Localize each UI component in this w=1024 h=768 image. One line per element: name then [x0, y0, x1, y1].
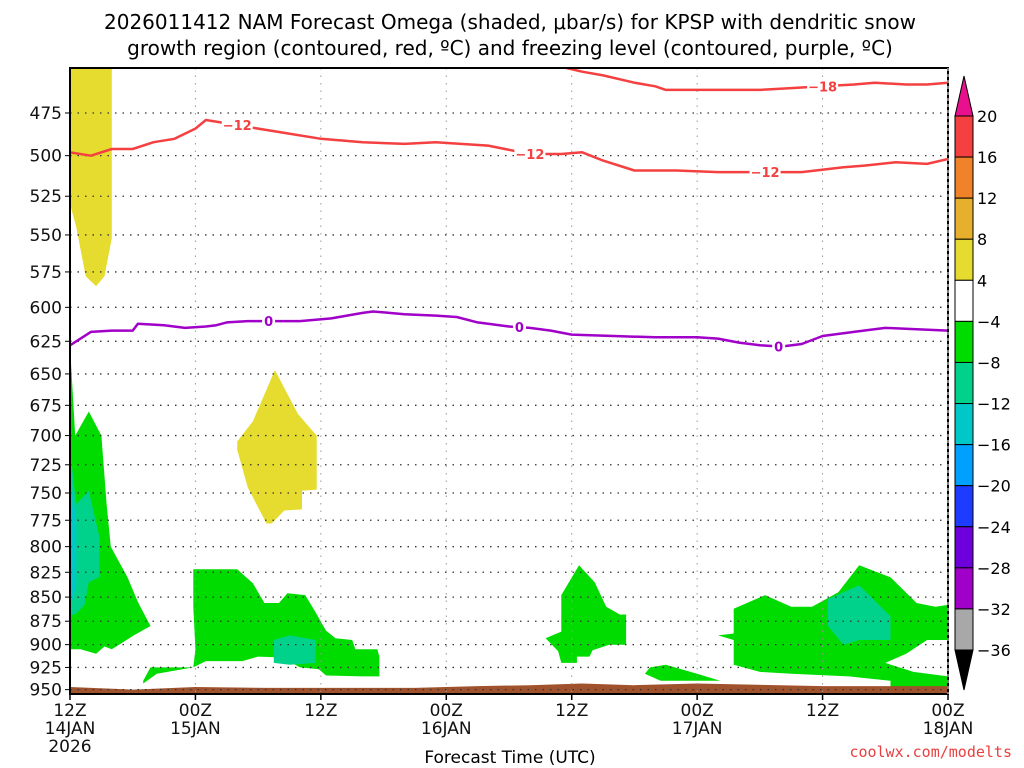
y-axis-labels: 475 500 525 550 575 600 625 650 675 700 725 750 775 8… — [30, 104, 70, 701]
colorbar-label: −4 — [977, 312, 1001, 331]
colorbar-label: −36 — [977, 641, 1011, 660]
credit-link[interactable]: coolwx.com/modelts — [849, 743, 1012, 761]
colorbar-bin — [954, 403, 974, 446]
shaded-region-teal-15jan — [273, 635, 316, 665]
x-tick-label: 16JAN — [421, 719, 472, 739]
contour-label-bg — [749, 164, 781, 181]
x-tick-label: 12Z — [304, 701, 337, 721]
chart-title-line2: growth region (contoured, red, ºC) and f… — [127, 36, 893, 60]
y-tick-label: 800 — [30, 538, 62, 558]
shaded-region-teal-left — [70, 449, 100, 615]
shaded-region-cyan-left — [70, 476, 77, 607]
contour-label-bg — [262, 313, 276, 330]
colorbar-bin — [954, 115, 974, 158]
y-tick-label: 850 — [30, 588, 62, 608]
y-tick-label: 750 — [30, 484, 62, 504]
contour-label-bg — [221, 117, 253, 134]
shaded-region-yellow-ascent-top-left — [70, 68, 112, 287]
y-tick-label: 575 — [30, 263, 62, 283]
y-tick-label: 600 — [30, 298, 62, 318]
y-tick-label: 625 — [30, 332, 62, 352]
y-tick-label: 950 — [30, 681, 62, 701]
x-tick-label: 17JAN — [672, 719, 723, 739]
colorbar-top-arrow — [954, 75, 974, 117]
y-tick-label: 550 — [30, 226, 62, 246]
y-tick-label: 525 — [30, 187, 62, 207]
contour-label-bg — [807, 78, 839, 95]
y-tick-label: 700 — [30, 427, 62, 447]
y-tick-label: 725 — [30, 456, 62, 476]
colorbar-bin — [954, 567, 974, 610]
shaded-region-yellow-ascent-mid — [237, 370, 317, 524]
contour-label: −18 — [808, 80, 837, 95]
y-tick-label: 900 — [30, 636, 62, 656]
colorbar-label: 8 — [977, 230, 987, 249]
x-axis-title: Forecast Time (UTC) — [424, 748, 595, 768]
colorbar-bin — [954, 197, 974, 240]
colorbar-label: −32 — [977, 600, 1011, 619]
colorbar-bin — [954, 279, 974, 322]
colorbar-label: −24 — [977, 518, 1011, 537]
colorbar-bottom-arrow — [954, 649, 974, 691]
colorbar-bin — [954, 444, 974, 487]
contour-label-bg — [512, 319, 526, 336]
contour-dsgz-minus12 — [70, 118, 948, 174]
colorbar-label: 12 — [977, 189, 997, 208]
x-tick-label: 00Z — [179, 701, 212, 721]
colorbar-legend: 20 16 12 8 4 −4 −8 −12 −16 −20 −24 −28 −32 −36 — [954, 75, 1011, 691]
y-tick-label: 925 — [30, 658, 62, 678]
x-tick-label: 2026 — [48, 737, 91, 757]
y-tick-label: 875 — [30, 612, 62, 632]
y-tick-label: 475 — [30, 104, 62, 124]
colorbar-bin — [954, 156, 974, 199]
colorbar-bin — [954, 320, 974, 363]
x-tick-label: 00Z — [931, 701, 964, 721]
x-tick-label: 00Z — [681, 701, 714, 721]
x-tick-label: 12Z — [555, 701, 588, 721]
contour-label-bg — [514, 145, 546, 162]
contour-label-bg — [772, 338, 786, 355]
plot-content: −12 −12 −12 −18 0 0 0 — [70, 68, 948, 694]
colorbar-label: 16 — [977, 148, 997, 167]
colorbar-label: 20 — [977, 107, 997, 126]
contour-dsgz-minus18 — [566, 68, 948, 92]
contour-label: 0 — [264, 315, 273, 330]
colorbar-bin — [954, 608, 974, 651]
colorbar-label: −20 — [977, 477, 1011, 496]
colorbar-label: 4 — [977, 271, 987, 290]
shaded-region-teal-17jan — [827, 585, 891, 645]
y-tick-label: 775 — [30, 511, 62, 531]
x-tick-label: 12Z — [806, 701, 839, 721]
x-tick-label: 18JAN — [923, 719, 974, 739]
y-tick-label: 825 — [30, 563, 62, 583]
y-tick-label: 675 — [30, 396, 62, 416]
surface-terrain-fill — [70, 683, 948, 694]
colorbar-label: −16 — [977, 436, 1011, 455]
y-tick-label: 500 — [30, 147, 62, 167]
colorbar-label: −28 — [977, 559, 1011, 578]
colorbar-bin — [954, 485, 974, 528]
shaded-region-green-15jan — [143, 569, 380, 684]
x-tick-label: 12Z — [53, 701, 86, 721]
colorbar-bin — [954, 238, 974, 281]
chart-title-line1: 2026011412 NAM Forecast Omega (shaded, μ… — [104, 10, 916, 34]
plot-area: −12 −12 −12 −18 0 0 0 — [69, 67, 949, 695]
colorbar-bin — [954, 526, 974, 569]
y-tick-label: 650 — [30, 365, 62, 385]
contour-label: −12 — [515, 148, 544, 163]
shaded-region-green-16jan-12z — [545, 565, 627, 663]
x-tick-label: 14JAN — [45, 719, 96, 739]
contour-label: −12 — [751, 166, 780, 181]
x-tick-label: 00Z — [430, 701, 463, 721]
contour-label: 0 — [774, 340, 783, 355]
x-tick-label: 15JAN — [170, 719, 221, 739]
contour-label: −12 — [223, 119, 252, 134]
shaded-region-green-16jan-small — [644, 664, 721, 681]
colorbar-label: −12 — [977, 395, 1011, 414]
colorbar-label: −8 — [977, 353, 1001, 372]
colorbar-bin — [954, 361, 974, 405]
contour-label: 0 — [515, 321, 524, 336]
